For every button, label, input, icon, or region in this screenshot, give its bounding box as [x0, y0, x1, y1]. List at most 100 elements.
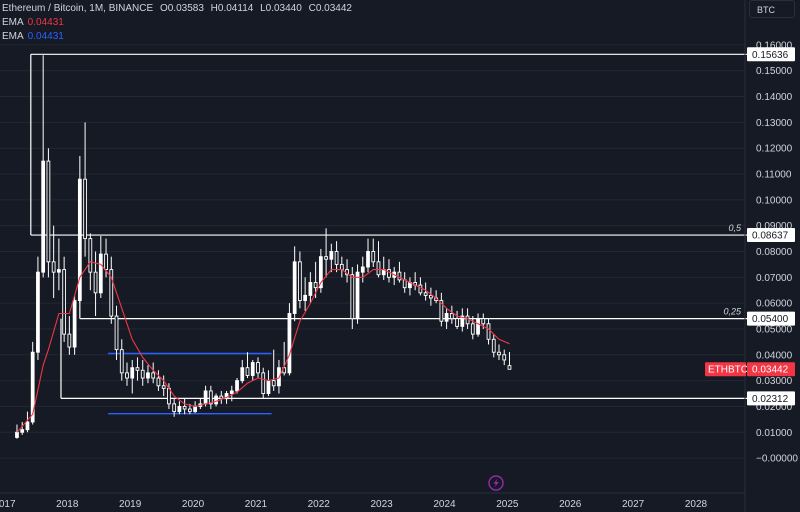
candle: [303, 277, 308, 311]
candle-body: [214, 395, 218, 405]
chart-legend: Ethereum / Bitcoin, 1M, BINANCE O0.03583…: [2, 2, 356, 44]
candle: [345, 259, 349, 283]
candle-body: [229, 390, 234, 394]
price-tick-label: 0.10000: [756, 195, 793, 206]
time-tick-label: 2018: [56, 499, 79, 510]
candle-body: [308, 282, 313, 296]
candle-body: [387, 269, 391, 278]
candle-body: [497, 351, 501, 356]
low-value: 0.03440: [265, 3, 302, 14]
candle-body: [271, 380, 276, 387]
candle: [371, 238, 376, 267]
candle-body: [402, 279, 407, 289]
price-tick-label: 0.07000: [756, 273, 793, 284]
candles: [15, 55, 512, 439]
candle-body: [46, 160, 51, 263]
candle-body: [444, 313, 449, 322]
candle-body: [256, 362, 260, 374]
lightning-icon[interactable]: [488, 475, 504, 491]
time-tick-label: 2025: [496, 499, 519, 510]
candle-body: [339, 263, 344, 271]
candle: [318, 248, 323, 293]
candle-body: [287, 313, 292, 374]
time-tick-label: 2020: [182, 499, 205, 510]
candle-body: [355, 271, 360, 320]
candle-body: [240, 367, 245, 382]
price-tick-label: 0.02000: [756, 402, 793, 413]
candle-body: [481, 318, 486, 325]
candle: [339, 256, 344, 278]
candle: [387, 259, 391, 283]
price-tick-label: 0.12000: [756, 144, 793, 155]
candle: [161, 375, 166, 397]
candle: [51, 225, 56, 298]
candle-body: [125, 372, 129, 379]
candle: [502, 349, 507, 366]
candle-body: [156, 377, 161, 387]
ema-label-1: EMA: [2, 17, 24, 28]
candle: [130, 359, 135, 394]
candle-body: [130, 367, 135, 379]
symbol-tag: [705, 362, 746, 377]
candle: [182, 398, 187, 415]
candle: [455, 310, 459, 329]
candle: [172, 398, 177, 417]
candle-body: [67, 333, 72, 348]
candle: [271, 349, 276, 391]
candle-body: [36, 271, 40, 353]
candle-body: [313, 282, 318, 289]
grid: [0, 44, 745, 459]
open-value: 0.03583: [167, 3, 204, 14]
time-tick-label: 2019: [119, 499, 142, 510]
price-tick-label: −0.00000: [756, 454, 798, 465]
candle: [41, 55, 46, 278]
currency-button[interactable]: BTC: [749, 0, 795, 18]
candle-body: [334, 251, 339, 265]
candle: [429, 287, 433, 306]
price-tick-label: 0.08000: [756, 247, 793, 258]
candle-body: [15, 431, 19, 438]
candle-body: [502, 354, 507, 361]
ema-polyline: [16, 261, 510, 433]
candle: [423, 282, 428, 301]
time-axis[interactable]: 2017 2018 2019 2020 2021 2022 2023 2024 2025 2026…: [0, 492, 745, 510]
candle-body: [476, 318, 480, 335]
ema-value-2: 0.04431: [27, 31, 64, 42]
price-tick-label: 0.09000: [756, 221, 793, 232]
time-tick-label: 2024: [433, 499, 456, 510]
candle-body: [491, 338, 496, 353]
candle: [397, 261, 402, 283]
candle-body: [507, 365, 512, 370]
candle: [486, 318, 491, 345]
time-tick-label: 2021: [245, 499, 268, 510]
candle: [376, 241, 381, 278]
candle: [308, 272, 313, 304]
candle-body: [146, 372, 150, 379]
price-tick-label: 0.05000: [756, 324, 793, 335]
candle: [208, 385, 213, 410]
candle: [140, 359, 145, 386]
candle: [491, 334, 496, 358]
candle-body: [360, 266, 365, 273]
time-tick-label: 2028: [685, 499, 708, 510]
candle-body: [439, 300, 444, 322]
candle: [98, 236, 103, 298]
candle: [329, 243, 334, 273]
candle: [497, 344, 501, 360]
time-tick-label: 2023: [371, 499, 394, 510]
candle: [229, 385, 234, 402]
candle: [235, 378, 239, 394]
price-tick-label: 0.16000: [756, 40, 793, 51]
candle: [413, 272, 418, 291]
price-axis[interactable]: −0.00000 0.01000 0.02000 0.03000 0.04000 0.05…: [744, 0, 798, 512]
candle-body: [20, 429, 25, 433]
price-levels: [30, 53, 747, 399]
candle-body: [114, 315, 119, 351]
candle: [439, 292, 444, 327]
symbol-title: Ethereum / Bitcoin, 1M, BINANCE: [2, 3, 154, 14]
candle: [334, 241, 339, 273]
candle: [57, 238, 61, 291]
candle: [298, 251, 302, 309]
candle: [256, 357, 260, 379]
